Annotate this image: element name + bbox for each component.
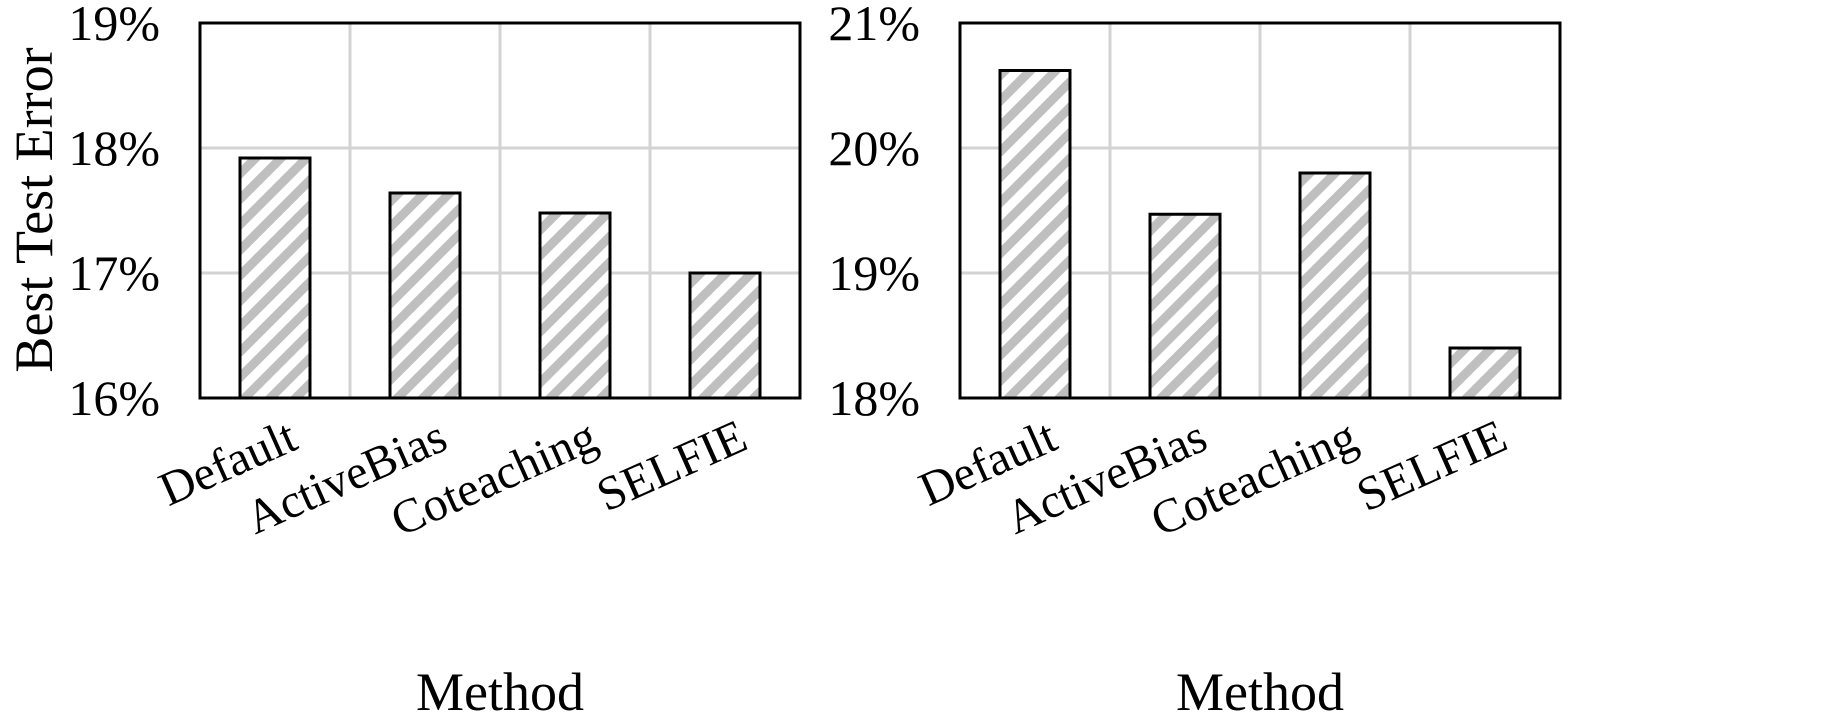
y-tick-label: 16% — [68, 370, 160, 426]
x-axis-title: Method — [1176, 662, 1344, 722]
chart-right: 18%19%20%21%DefaultActiveBiasCoteachingS… — [828, 0, 1562, 722]
x-tick-label: SELFIE — [589, 410, 754, 522]
y-tick-label: 21% — [828, 0, 920, 51]
chart-left: 16%17%18%19%DefaultActiveBiasCoteachingS… — [68, 0, 802, 722]
y-axis-title: Best Test Error — [4, 47, 64, 372]
x-axis-title: Method — [416, 662, 584, 722]
y-tick-label: 18% — [68, 120, 160, 176]
bar-activebias — [1148, 212, 1222, 400]
plot-frame — [958, 21, 1562, 400]
y-tick-label: 19% — [68, 0, 160, 51]
bar-default — [238, 156, 312, 400]
bar-selfie — [1448, 346, 1522, 400]
y-tick-label: 18% — [828, 370, 920, 426]
bar-coteaching — [1298, 171, 1372, 400]
bar-activebias — [388, 191, 462, 400]
plot-frame — [198, 21, 802, 400]
y-tick-label: 20% — [828, 120, 920, 176]
y-tick-label: 17% — [68, 245, 160, 301]
bar-coteaching — [538, 211, 612, 400]
x-tick-label: SELFIE — [1349, 410, 1514, 522]
bar-default — [998, 69, 1072, 400]
bar-selfie — [688, 271, 762, 400]
y-tick-label: 19% — [828, 245, 920, 301]
